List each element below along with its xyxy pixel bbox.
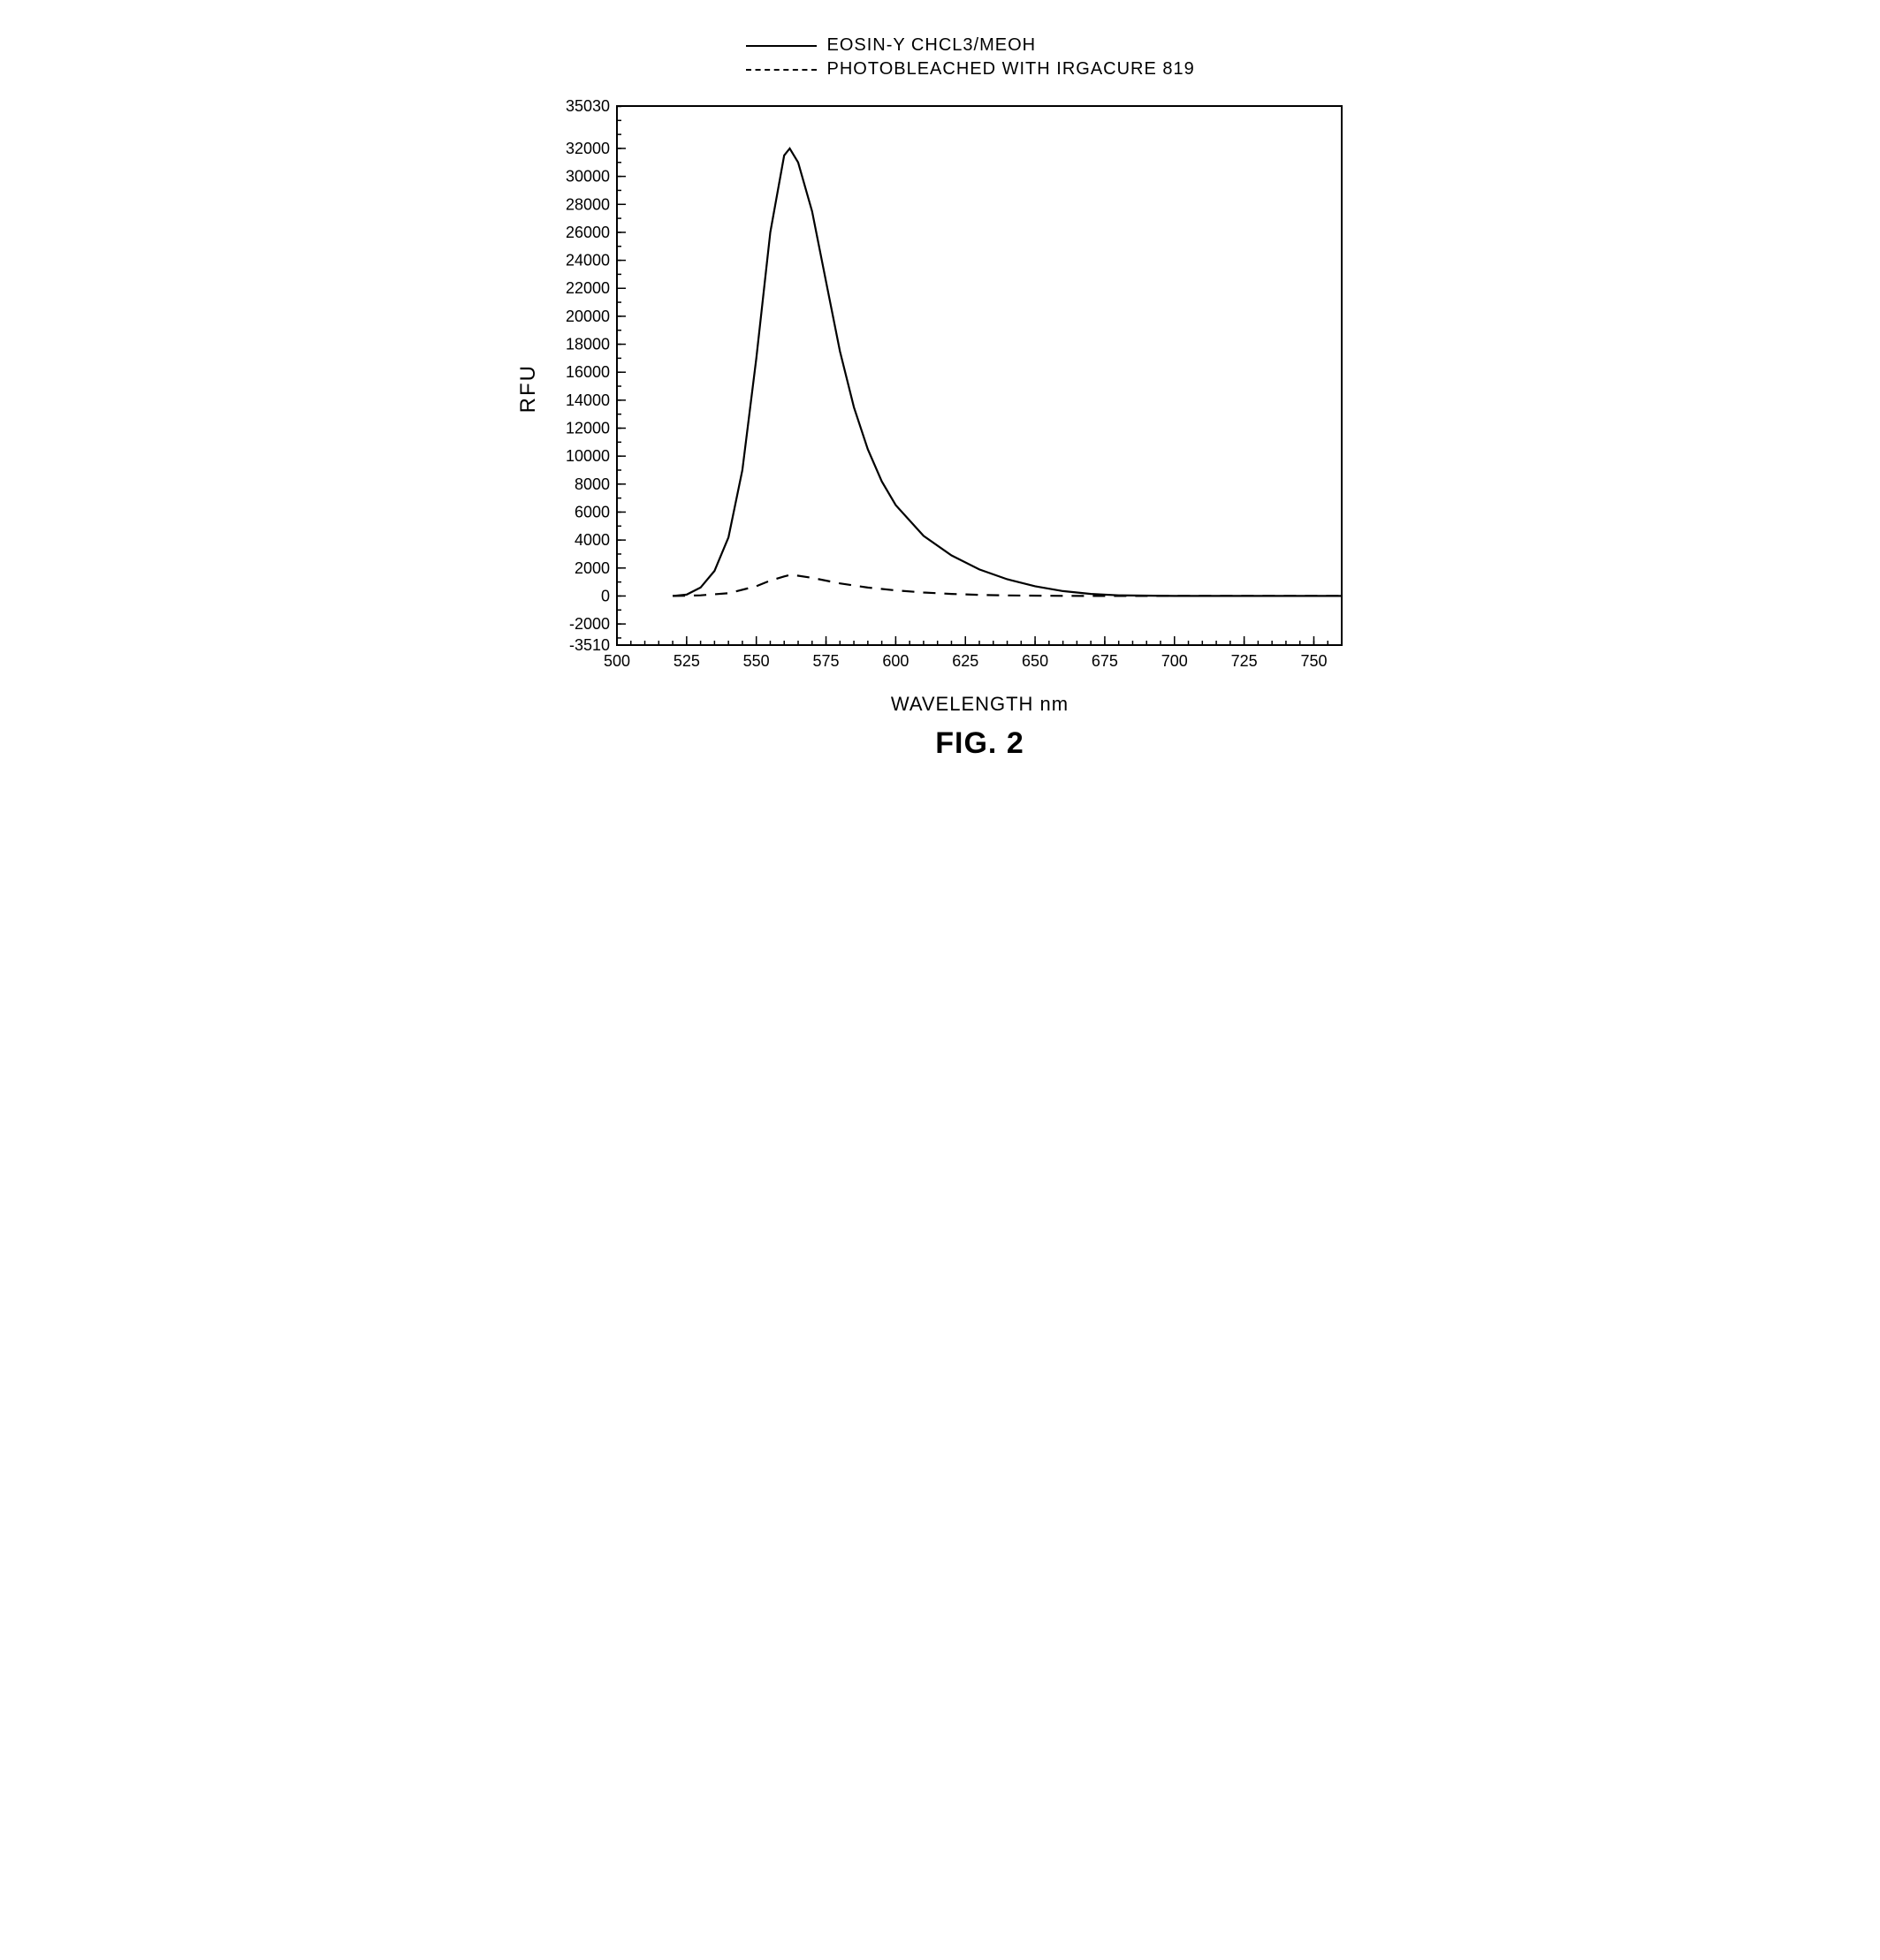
svg-text:16000: 16000 bbox=[565, 363, 609, 381]
figure-label: FIG. 2 bbox=[596, 726, 1365, 761]
svg-text:24000: 24000 bbox=[565, 252, 609, 270]
legend-swatch-solid bbox=[746, 37, 817, 55]
svg-text:12000: 12000 bbox=[565, 420, 609, 437]
svg-text:30000: 30000 bbox=[565, 168, 609, 186]
svg-text:700: 700 bbox=[1161, 652, 1187, 670]
legend: EOSIN-Y CHCL3/MEOH PHOTOBLEACHED WITH IR… bbox=[746, 35, 1365, 80]
svg-text:625: 625 bbox=[952, 652, 978, 670]
svg-text:28000: 28000 bbox=[565, 195, 609, 213]
svg-text:525: 525 bbox=[673, 652, 699, 670]
svg-text:-2000: -2000 bbox=[568, 615, 609, 633]
svg-text:8000: 8000 bbox=[574, 475, 609, 493]
svg-text:500: 500 bbox=[603, 652, 629, 670]
chart-container: EOSIN-Y CHCL3/MEOH PHOTOBLEACHED WITH IR… bbox=[516, 35, 1365, 761]
svg-text:4000: 4000 bbox=[574, 531, 609, 549]
svg-text:0: 0 bbox=[600, 587, 609, 604]
x-axis-label: WAVELENGTH nm bbox=[596, 693, 1365, 716]
svg-text:600: 600 bbox=[882, 652, 909, 670]
legend-label: EOSIN-Y CHCL3/MEOH bbox=[827, 35, 1037, 56]
svg-text:26000: 26000 bbox=[565, 224, 609, 241]
svg-text:32000: 32000 bbox=[565, 140, 609, 157]
legend-swatch-dash bbox=[746, 61, 817, 79]
svg-text:35030: 35030 bbox=[565, 97, 609, 115]
svg-text:725: 725 bbox=[1230, 652, 1257, 670]
svg-text:575: 575 bbox=[812, 652, 839, 670]
legend-item: EOSIN-Y CHCL3/MEOH bbox=[746, 35, 1365, 56]
y-axis-label: RFU bbox=[516, 364, 541, 413]
svg-text:6000: 6000 bbox=[574, 503, 609, 520]
svg-text:650: 650 bbox=[1022, 652, 1048, 670]
svg-text:2000: 2000 bbox=[574, 559, 609, 577]
svg-text:22000: 22000 bbox=[565, 279, 609, 297]
svg-text:14000: 14000 bbox=[565, 391, 609, 409]
chart-svg: -2000 0 2000 4000 6000 8000 10000 12000 14000 160… bbox=[546, 88, 1359, 689]
svg-text:550: 550 bbox=[742, 652, 769, 670]
svg-text:18000: 18000 bbox=[565, 336, 609, 353]
plot-area: RFU -2000 0 2000 4000 6000 8000 10000 12000 1400… bbox=[516, 88, 1365, 689]
svg-text:675: 675 bbox=[1091, 652, 1117, 670]
legend-item: PHOTOBLEACHED WITH IRGACURE 819 bbox=[746, 59, 1365, 80]
svg-text:-3510: -3510 bbox=[568, 636, 609, 654]
legend-label: PHOTOBLEACHED WITH IRGACURE 819 bbox=[827, 59, 1195, 80]
svg-text:10000: 10000 bbox=[565, 447, 609, 465]
svg-text:750: 750 bbox=[1300, 652, 1327, 670]
svg-text:20000: 20000 bbox=[565, 308, 609, 325]
